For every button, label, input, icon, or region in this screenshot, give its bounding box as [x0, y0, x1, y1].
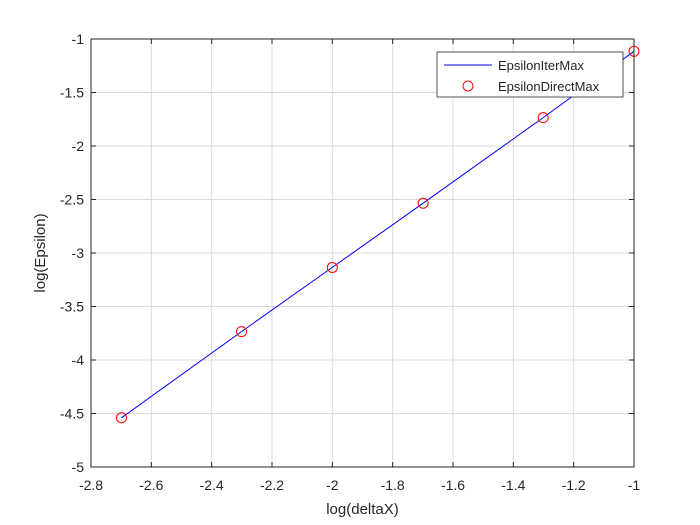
data-point-epsilondirect — [236, 326, 248, 338]
y-tick-label: -3.5 — [60, 299, 84, 315]
y-tick-label: -5 — [72, 459, 85, 475]
y-tick-label: -1.5 — [60, 85, 84, 101]
y-tick-label: -2 — [72, 138, 85, 154]
x-tick-label: -1.2 — [562, 477, 586, 493]
x-tick-label: -1 — [628, 477, 641, 493]
axis-ticks: -2.8 -2.6 -2.4 -2.2 -2 -1.8 -1.6 -1.4 -1.2 -1 -1 -1… — [60, 31, 641, 493]
x-axis-title: log(deltaX) — [326, 501, 399, 518]
y-tick-label: -1 — [72, 31, 85, 47]
x-tick-label: -1.4 — [501, 477, 525, 493]
y-tick-label: -3 — [72, 245, 85, 261]
x-tick-label: -2.8 — [79, 477, 103, 493]
x-tick-label: -1.6 — [441, 477, 465, 493]
x-tick-label: -2.2 — [260, 477, 284, 493]
data-point-epsilondirect — [537, 112, 549, 124]
y-tick-label: -4 — [72, 352, 85, 368]
legend-marker-sample — [462, 80, 474, 92]
series-line-epsiloniter — [121, 50, 635, 419]
x-tick-label: -1.8 — [381, 477, 405, 493]
x-tick-label: -2.4 — [200, 477, 224, 493]
legend-label-epsiloniter: EpsilonIterMax — [498, 58, 584, 73]
legend-label-epsilondirect: EpsilonDirectMax — [498, 79, 600, 94]
y-tick-label: -4.5 — [60, 406, 84, 422]
y-axis-title: log(Epsilon) — [32, 213, 49, 292]
legend: EpsilonIterMax EpsilonDirectMax — [436, 51, 624, 98]
data-point-epsilondirect — [115, 412, 127, 424]
legend-box — [436, 51, 624, 98]
data-point-epsilondirect — [326, 261, 338, 273]
y-tick-label: -2.5 — [60, 192, 84, 208]
x-tick-label: -2.6 — [139, 477, 163, 493]
x-tick-label: -2 — [326, 477, 339, 493]
data-point-epsilondirect — [417, 197, 429, 209]
